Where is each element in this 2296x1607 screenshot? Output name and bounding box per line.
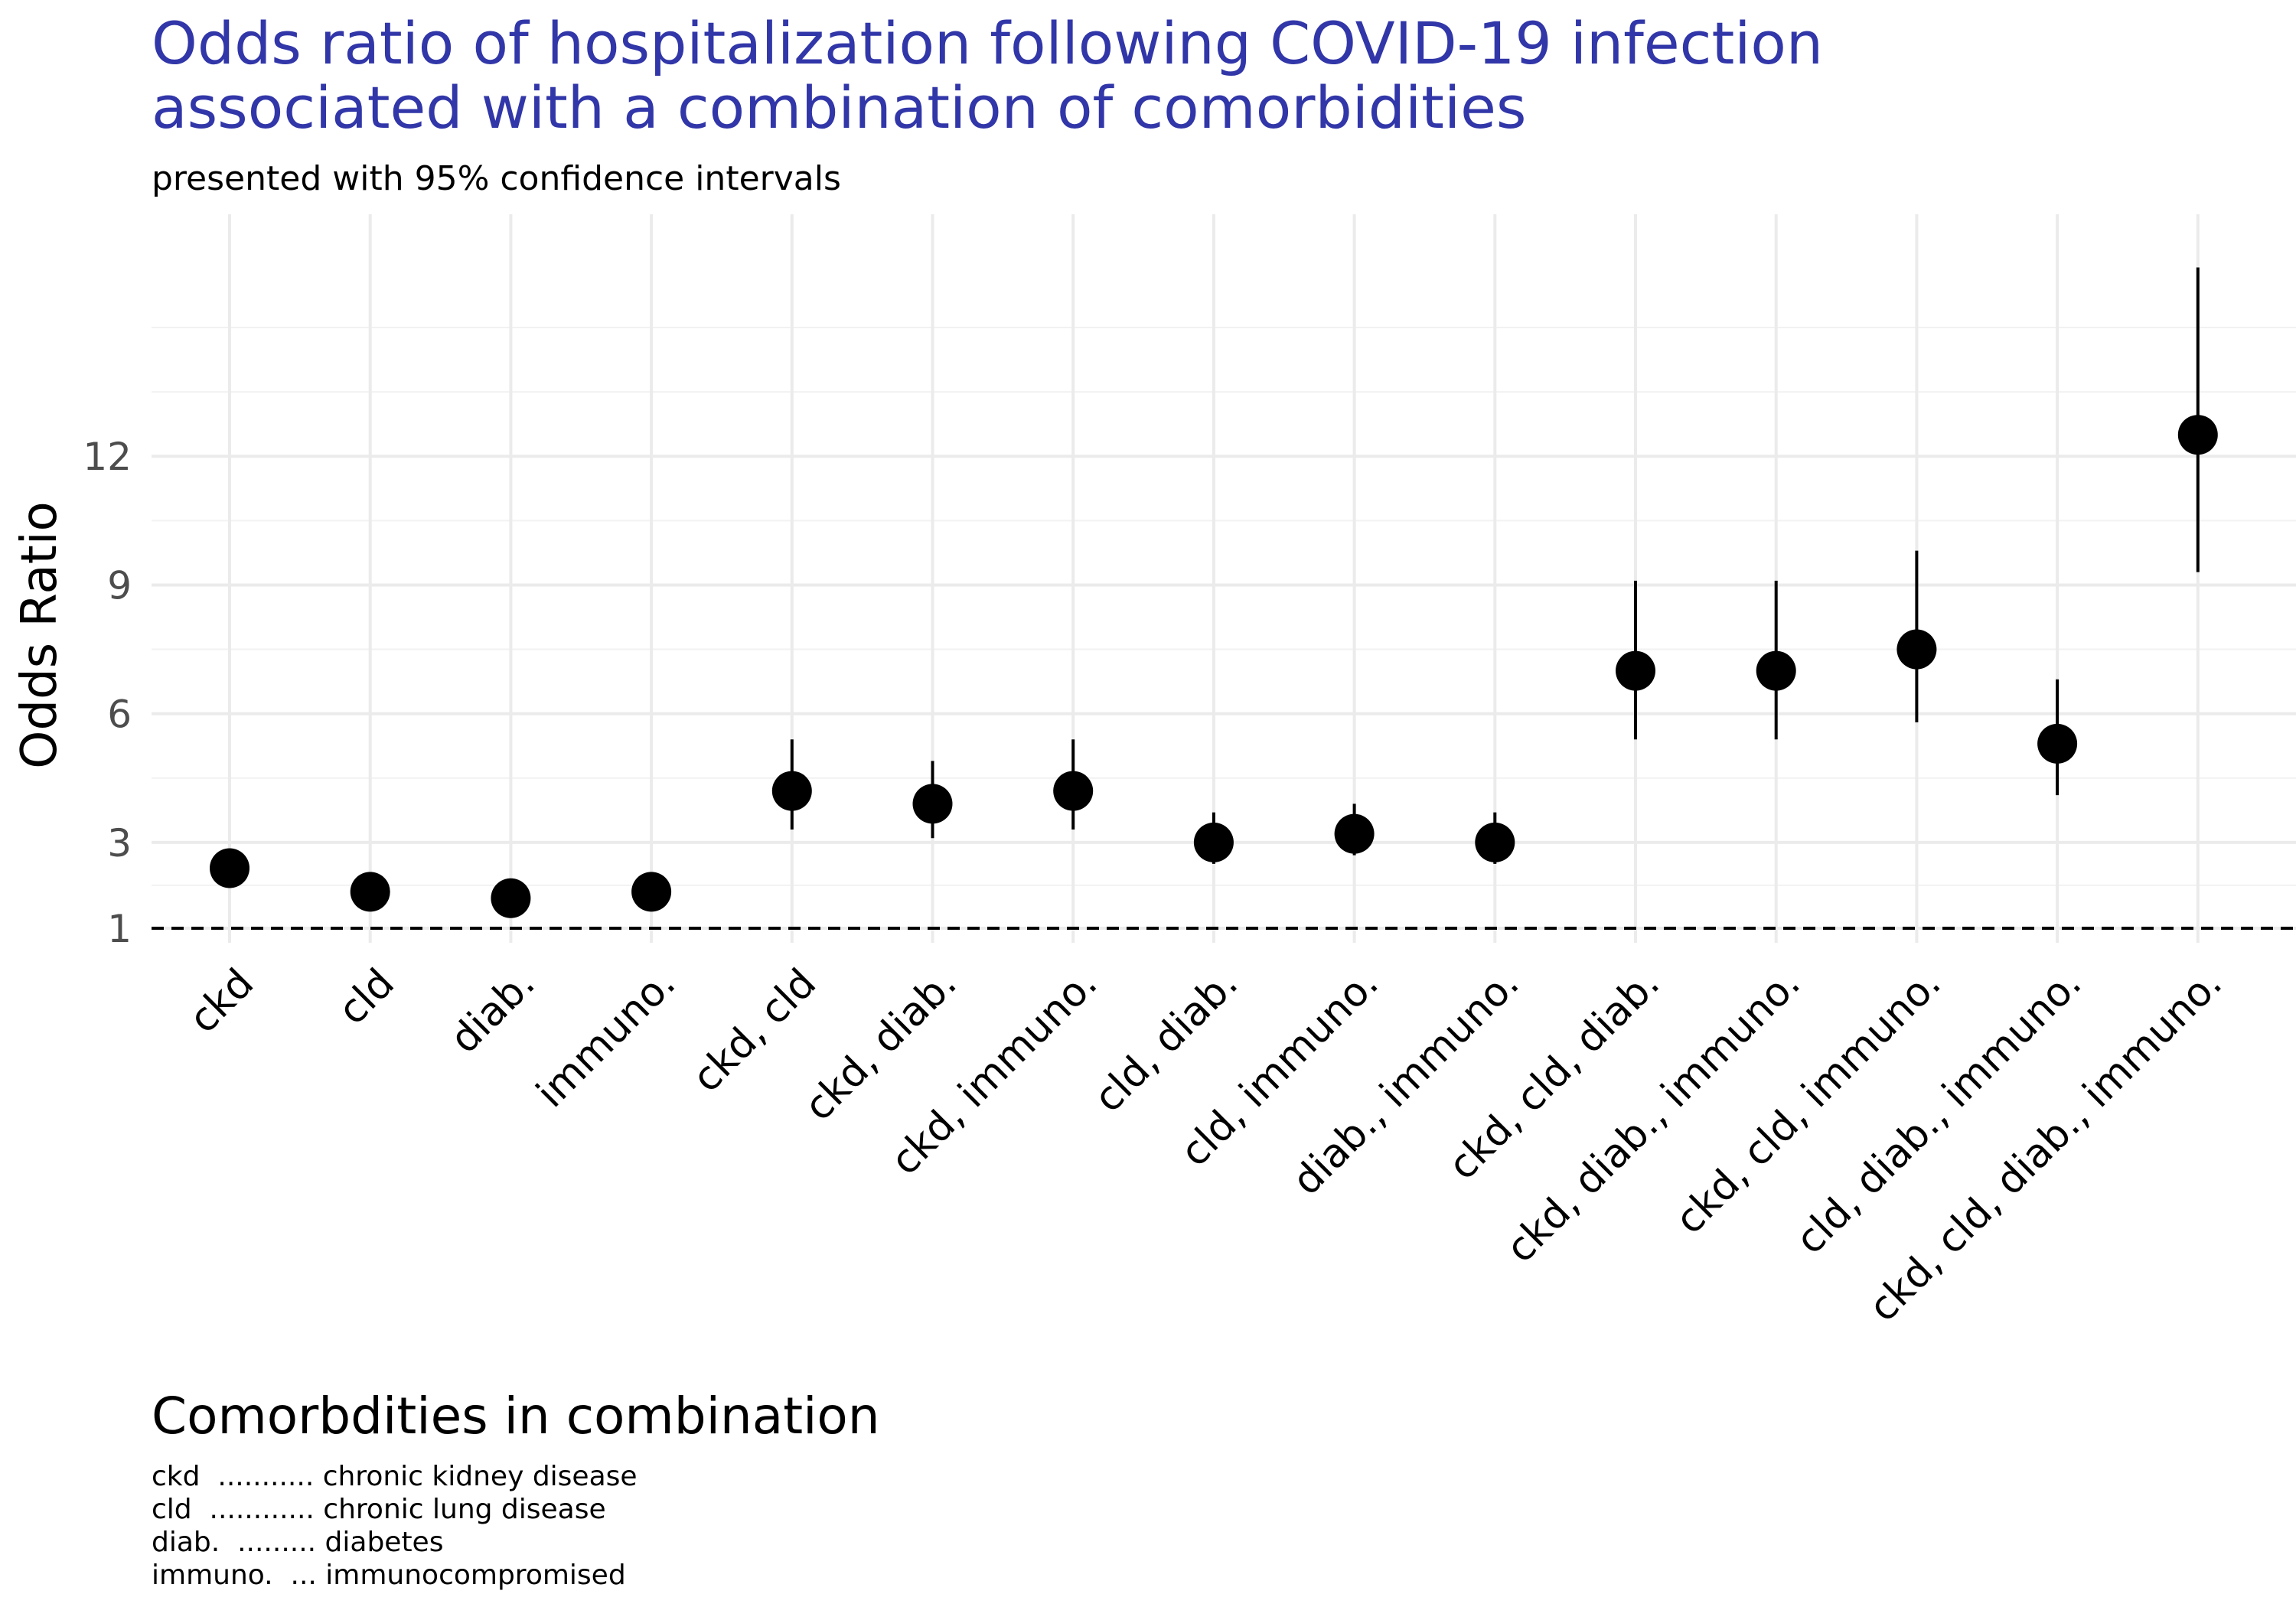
data-point bbox=[1475, 822, 1515, 862]
y-tick-label: 1 bbox=[107, 907, 132, 951]
data-points bbox=[210, 415, 2218, 918]
y-axis-label: Odds Ratio bbox=[11, 501, 68, 769]
data-point bbox=[1193, 822, 1234, 862]
y-tick-labels: 1 3 6 9 12 bbox=[83, 435, 132, 951]
data-point bbox=[1334, 813, 1375, 854]
data-point bbox=[631, 872, 672, 912]
data-point bbox=[1756, 650, 1796, 691]
data-point bbox=[350, 872, 390, 912]
x-tick-label: ckd bbox=[181, 960, 263, 1042]
data-point bbox=[2177, 415, 2218, 455]
x-tick-label: ckd, cld bbox=[684, 960, 825, 1101]
caption-line-diab: diab. ......... diabetes bbox=[152, 1527, 444, 1558]
data-point bbox=[1616, 650, 1655, 691]
chart-subtitle: presented with 95% confidence intervals bbox=[152, 159, 841, 198]
y-tick-label: 3 bbox=[107, 821, 132, 865]
chart-title-line-2: associated with a combination of comorbi… bbox=[152, 73, 1527, 142]
x-tick-label: cld bbox=[330, 960, 403, 1034]
data-point bbox=[912, 784, 953, 824]
data-point bbox=[771, 771, 812, 811]
y-tick-label: 6 bbox=[107, 693, 132, 737]
caption-line-cld: cld ............ chronic lung disease bbox=[152, 1494, 606, 1525]
grid-lines bbox=[152, 214, 2296, 943]
data-point bbox=[491, 878, 531, 918]
x-tick-label: immuno. bbox=[528, 960, 684, 1116]
chart-title-line-1: Odds ratio of hospitalization following … bbox=[152, 9, 1824, 77]
data-point bbox=[1053, 771, 1094, 811]
x-tick-label: diab. bbox=[442, 960, 544, 1063]
caption-title: Comorbdities in combination bbox=[152, 1387, 880, 1446]
y-tick-label: 12 bbox=[83, 435, 132, 479]
data-point bbox=[1896, 629, 1937, 670]
data-point bbox=[210, 848, 249, 888]
y-tick-label: 9 bbox=[107, 563, 132, 608]
caption-line-ckd: ckd ........... chronic kidney disease bbox=[152, 1461, 638, 1492]
x-tick-label: ckd, cld, immuno. bbox=[1667, 960, 1950, 1244]
data-point bbox=[2037, 723, 2078, 764]
x-tick-label: cld, diab., immuno. bbox=[1787, 960, 2090, 1263]
caption-line-immuno: immuno. ... immunocompromised bbox=[152, 1560, 626, 1591]
